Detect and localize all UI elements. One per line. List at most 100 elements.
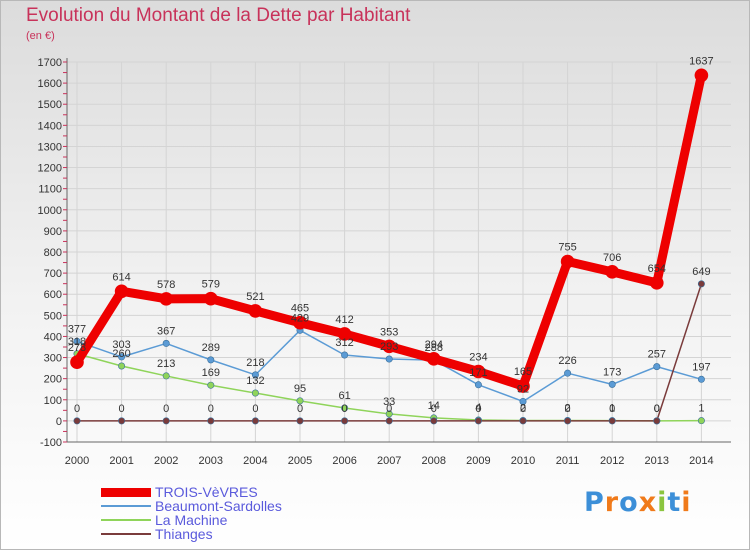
data-point-la-machine [118, 362, 126, 370]
data-point-thianges [519, 417, 527, 425]
data-point-thianges [296, 417, 304, 425]
data-label-thianges: 0 [119, 403, 125, 415]
data-label-trois-v-vres: 755 [558, 242, 576, 254]
data-point-thianges [207, 417, 215, 425]
data-point-thianges [162, 417, 170, 425]
y-tick-label: 1200 [38, 163, 62, 175]
y-tick-label: 1400 [38, 120, 62, 132]
data-point-beaumont-sardolles [608, 380, 616, 388]
data-point-la-machine [341, 404, 349, 412]
logo-letter: t [667, 487, 682, 518]
data-point-la-machine [251, 389, 259, 397]
data-point-trois-v-vres [649, 276, 664, 290]
data-point-thianges [341, 417, 349, 425]
x-tick-label: 2004 [243, 455, 267, 467]
y-tick-label: 0 [56, 416, 62, 428]
y-tick-label: -100 [40, 437, 62, 449]
y-tick-label: 1300 [38, 141, 62, 153]
data-label-beaumont-sardolles: 257 [648, 349, 666, 361]
legend-item-la-machine: La Machine [101, 512, 361, 528]
logo-letter: o [619, 487, 639, 518]
data-label-thianges: 0 [475, 403, 481, 415]
x-tick-label: 2011 [556, 455, 580, 467]
y-tick-label: 600 [44, 289, 62, 301]
data-label-thianges: 0 [431, 403, 437, 415]
data-label-thianges: 0 [654, 403, 660, 415]
data-point-trois-v-vres [516, 379, 530, 393]
data-point-beaumont-sardolles [474, 381, 482, 389]
y-tick-label: 500 [44, 310, 62, 322]
data-label-thianges: 0 [565, 403, 571, 415]
data-label-beaumont-sardolles: 293 [380, 341, 398, 353]
y-tick-label: 1000 [38, 205, 62, 217]
x-tick-label: 2012 [600, 455, 624, 467]
data-label-beaumont-sardolles: 173 [603, 366, 621, 378]
data-label-la-machine: 14 [428, 400, 440, 412]
data-point-thianges [608, 417, 616, 425]
data-point-trois-v-vres [694, 68, 709, 83]
y-tick-label: 900 [44, 226, 62, 238]
data-label-beaumont-sardolles: 377 [68, 323, 86, 335]
x-tick-label: 2009 [466, 455, 490, 467]
y-tick-label: 1500 [38, 99, 62, 111]
y-tick-label: 1700 [38, 57, 62, 69]
data-label-trois-v-vres: 579 [202, 279, 220, 291]
data-label-la-machine: 318 [68, 336, 86, 348]
data-point-thianges [474, 417, 482, 425]
data-point-thianges [697, 280, 705, 288]
logo-letter: r [604, 487, 620, 518]
grid-layer [67, 61, 731, 443]
data-point-trois-v-vres [382, 339, 397, 354]
data-label-trois-v-vres: 1637 [689, 55, 713, 67]
data-label-la-machine: 1 [609, 403, 615, 415]
data-label-beaumont-sardolles: 218 [246, 357, 264, 369]
data-point-thianges [653, 417, 661, 425]
proxiti-logo: Proxiti [584, 487, 692, 518]
data-label-beaumont-sardolles: 288 [425, 342, 443, 354]
data-label-trois-v-vres: 465 [291, 303, 309, 315]
data-label-beaumont-sardolles: 289 [202, 342, 220, 354]
data-point-trois-v-vres [204, 291, 218, 306]
y-tick-label: 300 [44, 353, 62, 365]
data-point-beaumont-sardolles [564, 369, 572, 377]
data-label-trois-v-vres: 278 [68, 342, 86, 354]
data-point-beaumont-sardolles [653, 363, 661, 371]
data-point-la-machine [207, 381, 215, 389]
logo-letter: x [638, 487, 658, 518]
data-label-thianges: 649 [692, 266, 710, 278]
data-point-beaumont-sardolles [251, 371, 259, 379]
data-label-thianges: 0 [252, 403, 258, 415]
data-label-la-machine: 4 [475, 402, 481, 414]
legend-swatch-trois-v-vres [101, 487, 151, 497]
legend-swatch-la-machine [101, 519, 151, 521]
y-tick-label: 1100 [38, 184, 62, 196]
data-label-trois-v-vres: 706 [603, 252, 621, 264]
data-label-la-machine: 33 [383, 396, 395, 408]
data-point-trois-v-vres [114, 284, 129, 299]
y-tick-label: 400 [44, 331, 62, 343]
data-label-trois-v-vres: 614 [112, 271, 130, 283]
x-tick-label: 2014 [689, 455, 713, 467]
data-label-thianges: 0 [609, 403, 615, 415]
data-point-trois-v-vres [70, 355, 84, 370]
legend: TROIS-VèVRES Beaumont-Sardolles La Machine… [101, 484, 361, 542]
data-point-beaumont-sardolles [697, 375, 705, 383]
data-label-beaumont-sardolles: 226 [558, 355, 576, 367]
data-label-trois-v-vres: 521 [246, 291, 264, 303]
x-tick-label: 2005 [288, 455, 312, 467]
data-label-thianges: 0 [520, 403, 526, 415]
x-tick-label: 2002 [154, 455, 178, 467]
x-tick-label: 2010 [511, 455, 535, 467]
y-tick-label: 1600 [38, 78, 62, 90]
x-tick-label: 2006 [332, 455, 356, 467]
legend-item-trois-v-vres: TROIS-VèVRES [101, 484, 361, 500]
data-point-thianges [251, 417, 259, 425]
data-point-trois-v-vres [293, 315, 307, 330]
data-point-trois-v-vres [248, 304, 263, 318]
x-tick-label: 2007 [377, 455, 401, 467]
y-tick-label: 200 [44, 374, 62, 386]
legend-item-beaumont-sardolles: Beaumont-Sardolles [101, 498, 361, 514]
data-point-beaumont-sardolles [385, 355, 393, 363]
legend-label-la-machine: La Machine [155, 512, 228, 528]
